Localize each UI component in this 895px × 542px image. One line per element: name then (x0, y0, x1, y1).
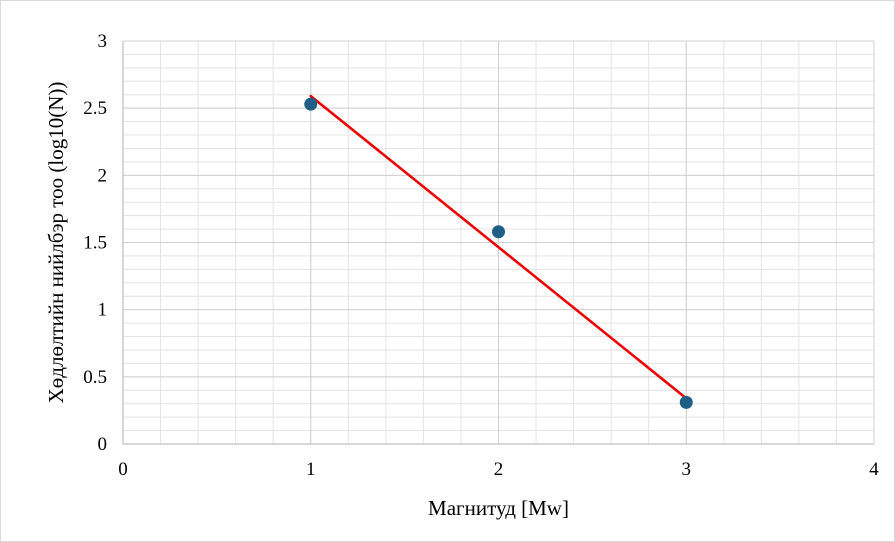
gridlines (123, 40, 875, 444)
y-tick-label: 1.5 (83, 233, 107, 254)
x-tick-label: 0 (118, 459, 128, 480)
x-tick-label: 1 (306, 459, 316, 480)
data-point (304, 97, 318, 111)
y-tick-label: 2 (98, 165, 108, 186)
axes (122, 41, 874, 445)
trendline (309, 94, 688, 400)
x-axis-title: Магнитуд [Mw] (428, 496, 569, 520)
tick-labels: 0 1 2 3 4 0 0.5 1 1.5 2 2.5 3 (83, 31, 879, 480)
y-tick-label: 3 (98, 31, 108, 52)
y-tick-label: 0 (98, 434, 108, 455)
x-tick-label: 2 (494, 459, 504, 480)
y-tick-label: 2.5 (83, 98, 107, 119)
data-series (304, 94, 693, 409)
data-point (492, 225, 505, 239)
x-tick-label: 4 (869, 459, 879, 480)
y-tick-label: 1 (98, 300, 108, 321)
y-tick-label: 0.5 (83, 367, 107, 388)
y-axis-title: Хөдлөлтийн нийлбэр тоо (log10(N)) (44, 82, 68, 404)
x-tick-label: 3 (682, 459, 692, 480)
data-point (679, 395, 693, 409)
